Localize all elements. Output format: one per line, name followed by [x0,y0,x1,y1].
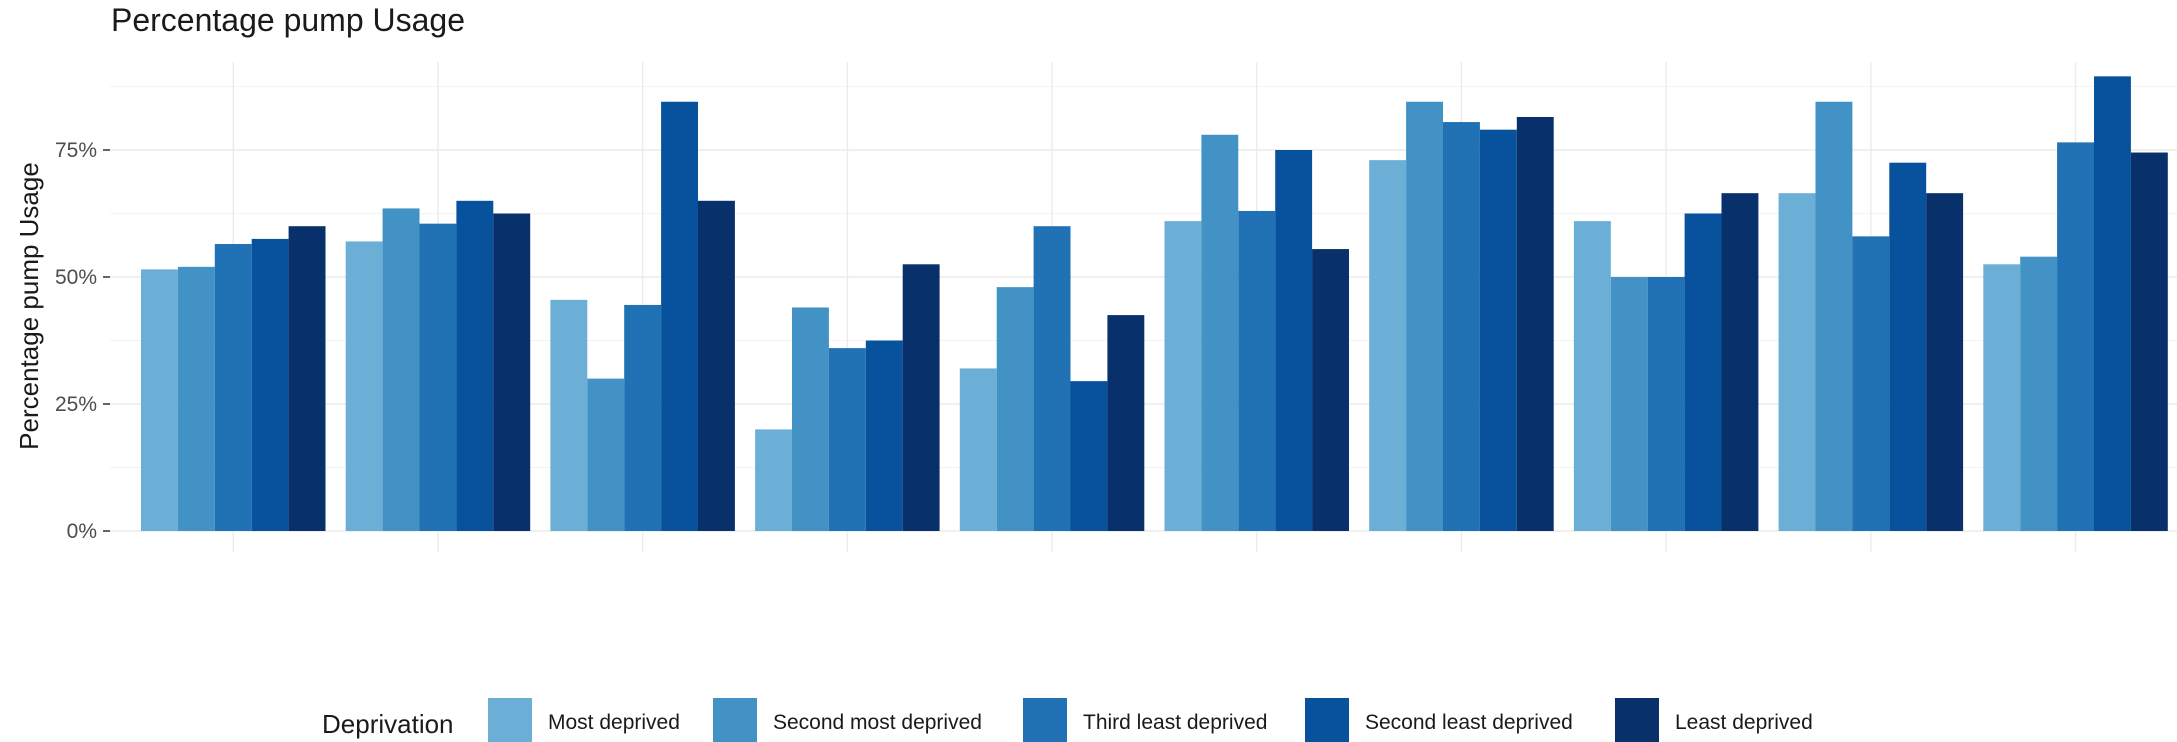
bar [493,213,531,531]
bar [865,340,903,531]
legend-label: Most deprived [548,711,680,734]
bar [1983,264,2021,531]
bar [755,429,792,531]
legend-key [1615,698,1659,742]
legend-label: Second most deprived [773,711,982,734]
bar [1201,134,1239,531]
bar [214,243,252,532]
bar [624,304,662,531]
bar [587,378,625,531]
bar [1573,221,1611,531]
legend-key [1305,698,1349,742]
bar [1369,160,1407,531]
bar [2130,152,2168,532]
legend-key [1023,698,1067,742]
bar [1238,210,1276,531]
bar [1479,129,1517,531]
legend-key [488,698,532,742]
y-tick-label: 50% [55,266,97,289]
bar [661,101,698,532]
y-tick-label: 0% [67,520,97,543]
bar [1610,277,1648,531]
bar [1516,116,1554,531]
bar [792,307,829,531]
bar [345,241,383,531]
bar [251,238,289,531]
bar [902,264,940,531]
bar [419,223,457,531]
bar [1721,193,1759,531]
y-tick-label: 75% [55,139,97,162]
chart-title: Percentage pump Usage [111,2,465,38]
bar [1926,193,1964,531]
bar [1033,226,1071,531]
legend-label: Second least deprived [1365,711,1573,734]
bar [1815,101,1853,532]
bar [1647,277,1685,531]
bar [141,269,178,531]
bar [1107,315,1145,531]
bar [177,266,215,531]
bar [1406,101,1443,532]
bar [1275,150,1313,531]
bar [288,226,326,531]
bar [456,200,494,532]
bar [698,200,735,532]
bar [828,348,866,531]
legend-title: Deprivation [322,709,454,739]
y-axis: 0% 25% 50% 75% [55,139,110,543]
bar [1443,122,1480,531]
bar [1889,162,1927,531]
legend-label: Least deprived [1675,711,1813,734]
bar [2020,256,2058,531]
bar [1684,213,1722,531]
bar [996,287,1034,531]
bar [550,299,588,531]
bar [1852,236,1890,532]
y-axis-label: Percentage pump Usage [14,162,44,450]
bar [1070,381,1108,531]
legend-key [713,698,757,742]
y-tick-label: 25% [55,393,97,416]
bar [1164,221,1202,531]
bar [959,368,997,531]
bars [141,76,2168,532]
bar [2057,142,2094,531]
bar [382,208,420,532]
legend-label: Third least deprived [1083,711,1267,734]
bar [1778,193,1816,531]
bar [2094,76,2131,531]
bar [1312,249,1349,531]
legend: Deprivation Most deprived Second most dep… [322,698,1813,742]
